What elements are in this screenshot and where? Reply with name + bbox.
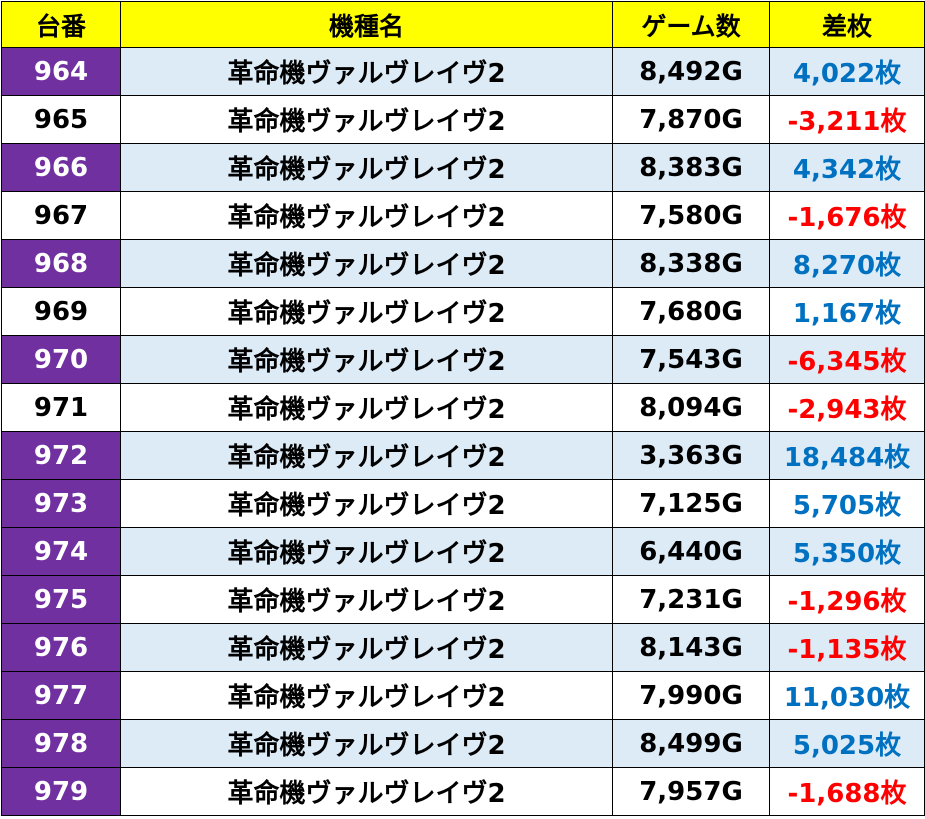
game-count-cell: 8,383G — [612, 143, 770, 192]
model-name-cell: 革命機ヴァルヴレイヴ2 — [120, 575, 613, 624]
table-body: 964 革命機ヴァルヴレイヴ2 8,492G 4,022枚 965 革命機ヴァルヴレイヴ2… — [1, 47, 925, 816]
model-name-cell: 革命機ヴァルヴレイヴ2 — [120, 383, 613, 432]
machine-number-cell: 977 — [1, 671, 121, 720]
header-row: 台番 機種名 ゲーム数 差枚 — [1, 1, 925, 48]
coin-diff-cell: 5,025枚 — [769, 719, 925, 768]
table-row: 979 革命機ヴァルヴレイヴ2 7,957G -1,688枚 — [1, 767, 925, 816]
model-name-cell: 革命機ヴァルヴレイヴ2 — [120, 527, 613, 576]
model-name-cell: 革命機ヴァルヴレイヴ2 — [120, 719, 613, 768]
model-name-cell: 革命機ヴァルヴレイヴ2 — [120, 335, 613, 384]
machine-number-cell: 975 — [1, 575, 121, 624]
machine-number-cell: 965 — [1, 95, 121, 144]
game-count-cell: 8,492G — [612, 47, 770, 96]
table-row: 973 革命機ヴァルヴレイヴ2 7,125G 5,705枚 — [1, 479, 925, 528]
machine-number-cell: 967 — [1, 191, 121, 240]
coin-diff-cell: -1,296枚 — [769, 575, 925, 624]
model-name-cell: 革命機ヴァルヴレイヴ2 — [120, 47, 613, 96]
game-count-cell: 7,580G — [612, 191, 770, 240]
table-row: 974 革命機ヴァルヴレイヴ2 6,440G 5,350枚 — [1, 527, 925, 576]
table-row: 969 革命機ヴァルヴレイヴ2 7,680G 1,167枚 — [1, 287, 925, 336]
header-game-count: ゲーム数 — [612, 1, 770, 48]
coin-diff-cell: -6,345枚 — [769, 335, 925, 384]
coin-diff-cell: 8,270枚 — [769, 239, 925, 288]
coin-diff-cell: 1,167枚 — [769, 287, 925, 336]
header-model-name: 機種名 — [120, 1, 613, 48]
game-count-cell: 8,338G — [612, 239, 770, 288]
table-row: 965 革命機ヴァルヴレイヴ2 7,870G -3,211枚 — [1, 95, 925, 144]
game-count-cell: 7,990G — [612, 671, 770, 720]
game-count-cell: 8,499G — [612, 719, 770, 768]
coin-diff-cell: -1,135枚 — [769, 623, 925, 672]
header-coin-diff: 差枚 — [769, 1, 925, 48]
game-count-cell: 3,363G — [612, 431, 770, 480]
table-row: 966 革命機ヴァルヴレイヴ2 8,383G 4,342枚 — [1, 143, 925, 192]
machine-number-cell: 976 — [1, 623, 121, 672]
model-name-cell: 革命機ヴァルヴレイヴ2 — [120, 623, 613, 672]
coin-diff-cell: 5,705枚 — [769, 479, 925, 528]
machine-number-cell: 974 — [1, 527, 121, 576]
table-row: 975 革命機ヴァルヴレイヴ2 7,231G -1,296枚 — [1, 575, 925, 624]
table-row: 977 革命機ヴァルヴレイヴ2 7,990G 11,030枚 — [1, 671, 925, 720]
coin-diff-cell: 4,022枚 — [769, 47, 925, 96]
model-name-cell: 革命機ヴァルヴレイヴ2 — [120, 239, 613, 288]
model-name-cell: 革命機ヴァルヴレイヴ2 — [120, 95, 613, 144]
coin-diff-cell: 5,350枚 — [769, 527, 925, 576]
table-row: 967 革命機ヴァルヴレイヴ2 7,580G -1,676枚 — [1, 191, 925, 240]
table-row: 970 革命機ヴァルヴレイヴ2 7,543G -6,345枚 — [1, 335, 925, 384]
table-row: 976 革命機ヴァルヴレイヴ2 8,143G -1,135枚 — [1, 623, 925, 672]
table-row: 964 革命機ヴァルヴレイヴ2 8,492G 4,022枚 — [1, 47, 925, 96]
game-count-cell: 7,125G — [612, 479, 770, 528]
game-count-cell: 7,231G — [612, 575, 770, 624]
table-row: 978 革命機ヴァルヴレイヴ2 8,499G 5,025枚 — [1, 719, 925, 768]
machine-number-cell: 971 — [1, 383, 121, 432]
coin-diff-cell: 18,484枚 — [769, 431, 925, 480]
table-row: 971 革命機ヴァルヴレイヴ2 8,094G -2,943枚 — [1, 383, 925, 432]
machine-number-cell: 978 — [1, 719, 121, 768]
game-count-cell: 6,440G — [612, 527, 770, 576]
coin-diff-cell: -1,688枚 — [769, 767, 925, 816]
game-count-cell: 7,543G — [612, 335, 770, 384]
machine-number-cell: 969 — [1, 287, 121, 336]
coin-diff-cell: 11,030枚 — [769, 671, 925, 720]
coin-diff-cell: -3,211枚 — [769, 95, 925, 144]
game-count-cell: 7,957G — [612, 767, 770, 816]
table-row: 972 革命機ヴァルヴレイヴ2 3,363G 18,484枚 — [1, 431, 925, 480]
machine-number-cell: 973 — [1, 479, 121, 528]
coin-diff-cell: 4,342枚 — [769, 143, 925, 192]
game-count-cell: 8,094G — [612, 383, 770, 432]
model-name-cell: 革命機ヴァルヴレイヴ2 — [120, 479, 613, 528]
header-machine-number: 台番 — [1, 1, 121, 48]
game-count-cell: 7,680G — [612, 287, 770, 336]
table-row: 968 革命機ヴァルヴレイヴ2 8,338G 8,270枚 — [1, 239, 925, 288]
machine-number-cell: 970 — [1, 335, 121, 384]
model-name-cell: 革命機ヴァルヴレイヴ2 — [120, 431, 613, 480]
machine-number-cell: 966 — [1, 143, 121, 192]
machine-number-cell: 979 — [1, 767, 121, 816]
coin-diff-cell: -2,943枚 — [769, 383, 925, 432]
model-name-cell: 革命機ヴァルヴレイヴ2 — [120, 767, 613, 816]
coin-diff-cell: -1,676枚 — [769, 191, 925, 240]
model-name-cell: 革命機ヴァルヴレイヴ2 — [120, 671, 613, 720]
machine-number-cell: 972 — [1, 431, 121, 480]
machine-number-cell: 964 — [1, 47, 121, 96]
game-count-cell: 7,870G — [612, 95, 770, 144]
model-name-cell: 革命機ヴァルヴレイヴ2 — [120, 287, 613, 336]
model-name-cell: 革命機ヴァルヴレイヴ2 — [120, 191, 613, 240]
model-name-cell: 革命機ヴァルヴレイヴ2 — [120, 143, 613, 192]
machine-number-cell: 968 — [1, 239, 121, 288]
game-count-cell: 8,143G — [612, 623, 770, 672]
